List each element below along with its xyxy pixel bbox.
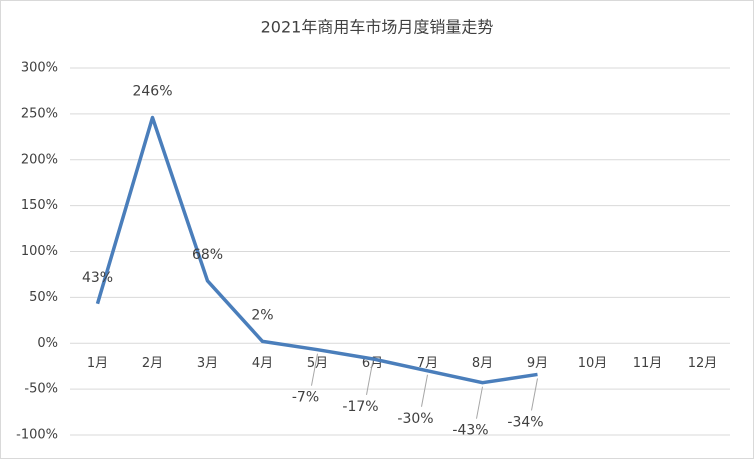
y-tick-label: 250% [21,106,58,121]
leader-line [421,374,428,407]
y-tick-label: 200% [21,152,58,167]
x-tick-label: 11月 [633,356,663,371]
value-label: -30% [397,411,433,427]
x-tick-label: 2月 [142,356,163,371]
x-tick-label: 1月 [87,356,108,371]
value-label: -34% [507,414,543,430]
x-tick-label: 7月 [417,356,438,371]
value-label: 2% [251,307,273,323]
y-tick-label: 300% [21,61,58,76]
leader-line [531,378,538,411]
y-tick-label: 50% [29,290,58,305]
value-label: 68% [192,247,223,263]
chart-title: 2021年商用车市场月度销量走势 [261,18,494,37]
line-series [95,115,538,385]
x-tick-label: 10月 [578,356,608,371]
value-label: -17% [342,399,378,415]
value-label: 43% [82,270,113,286]
y-tick-label: -50% [24,382,58,397]
value-label: 246% [132,84,172,100]
leader-line [476,386,483,419]
y-tick-label: 100% [21,244,58,259]
x-tick-label: 5月 [307,356,328,371]
value-label: -43% [452,423,488,439]
y-tick-label: -100% [16,428,58,443]
leader-line [366,362,373,395]
x-tick-label: 9月 [527,356,548,371]
y-tick-label: 0% [37,336,58,351]
x-tick-label: 12月 [688,356,718,371]
x-tick-label: 4月 [252,356,273,371]
leader-line [311,353,318,386]
value-label: -7% [292,390,319,406]
x-tick-label: 8月 [472,356,493,371]
x-tick-label: 3月 [197,356,218,371]
y-tick-label: 150% [21,198,58,213]
